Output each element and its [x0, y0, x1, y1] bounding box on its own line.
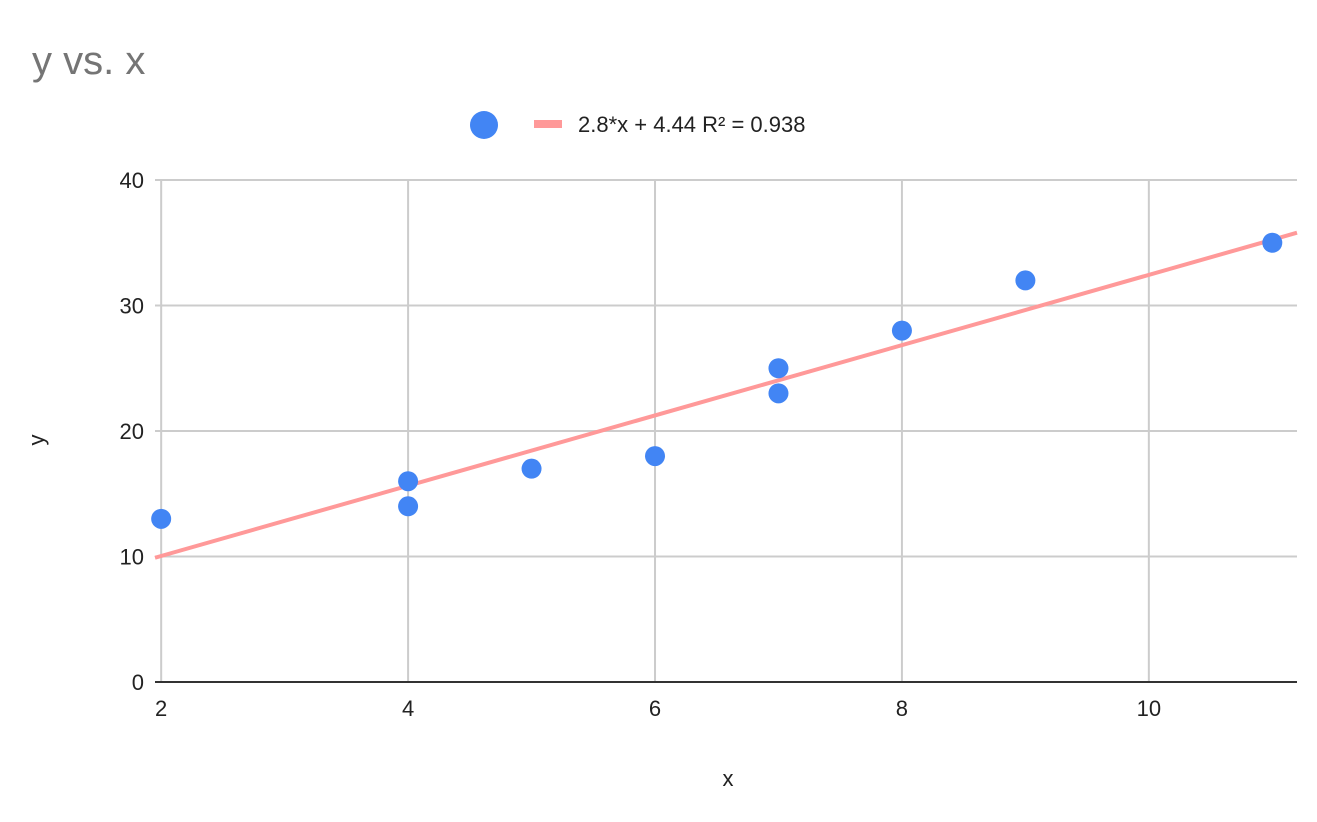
- data-point: [1015, 270, 1036, 291]
- data-point: [891, 320, 912, 341]
- y-axis-title: y: [24, 435, 49, 446]
- data-point: [1262, 232, 1283, 253]
- trendline-layer: [154, 230, 1298, 560]
- chart-title: y vs. x: [32, 39, 145, 83]
- data-points: [151, 232, 1283, 529]
- data-point: [645, 446, 666, 467]
- x-axis-title: x: [723, 766, 734, 791]
- x-tick-label: 8: [896, 696, 908, 721]
- y-tick-label: 20: [120, 419, 144, 444]
- x-tick-label: 10: [1137, 696, 1161, 721]
- gridlines: [155, 179, 1297, 682]
- data-point: [151, 508, 172, 529]
- data-point: [398, 471, 419, 492]
- x-tick-label: 4: [402, 696, 414, 721]
- x-tick-label: 2: [155, 696, 167, 721]
- x-tick-label: 6: [649, 696, 661, 721]
- legend: 2.8*x + 4.44 R² = 0.938: [470, 111, 806, 139]
- y-tick-label: 40: [120, 168, 144, 193]
- legend-trendline-label: 2.8*x + 4.44 R² = 0.938: [578, 112, 806, 137]
- axes: 0 10 20 30 40 2 4 6 8 10: [120, 168, 1297, 721]
- y-tick-label: 0: [132, 670, 144, 695]
- data-point: [768, 358, 789, 379]
- data-point: [521, 458, 542, 479]
- y-tick-label: 10: [120, 545, 144, 570]
- data-point: [768, 383, 789, 404]
- data-point: [398, 496, 419, 517]
- y-tick-label: 30: [120, 294, 144, 319]
- legend-point-marker: [470, 111, 498, 139]
- trendline: [154, 230, 1298, 560]
